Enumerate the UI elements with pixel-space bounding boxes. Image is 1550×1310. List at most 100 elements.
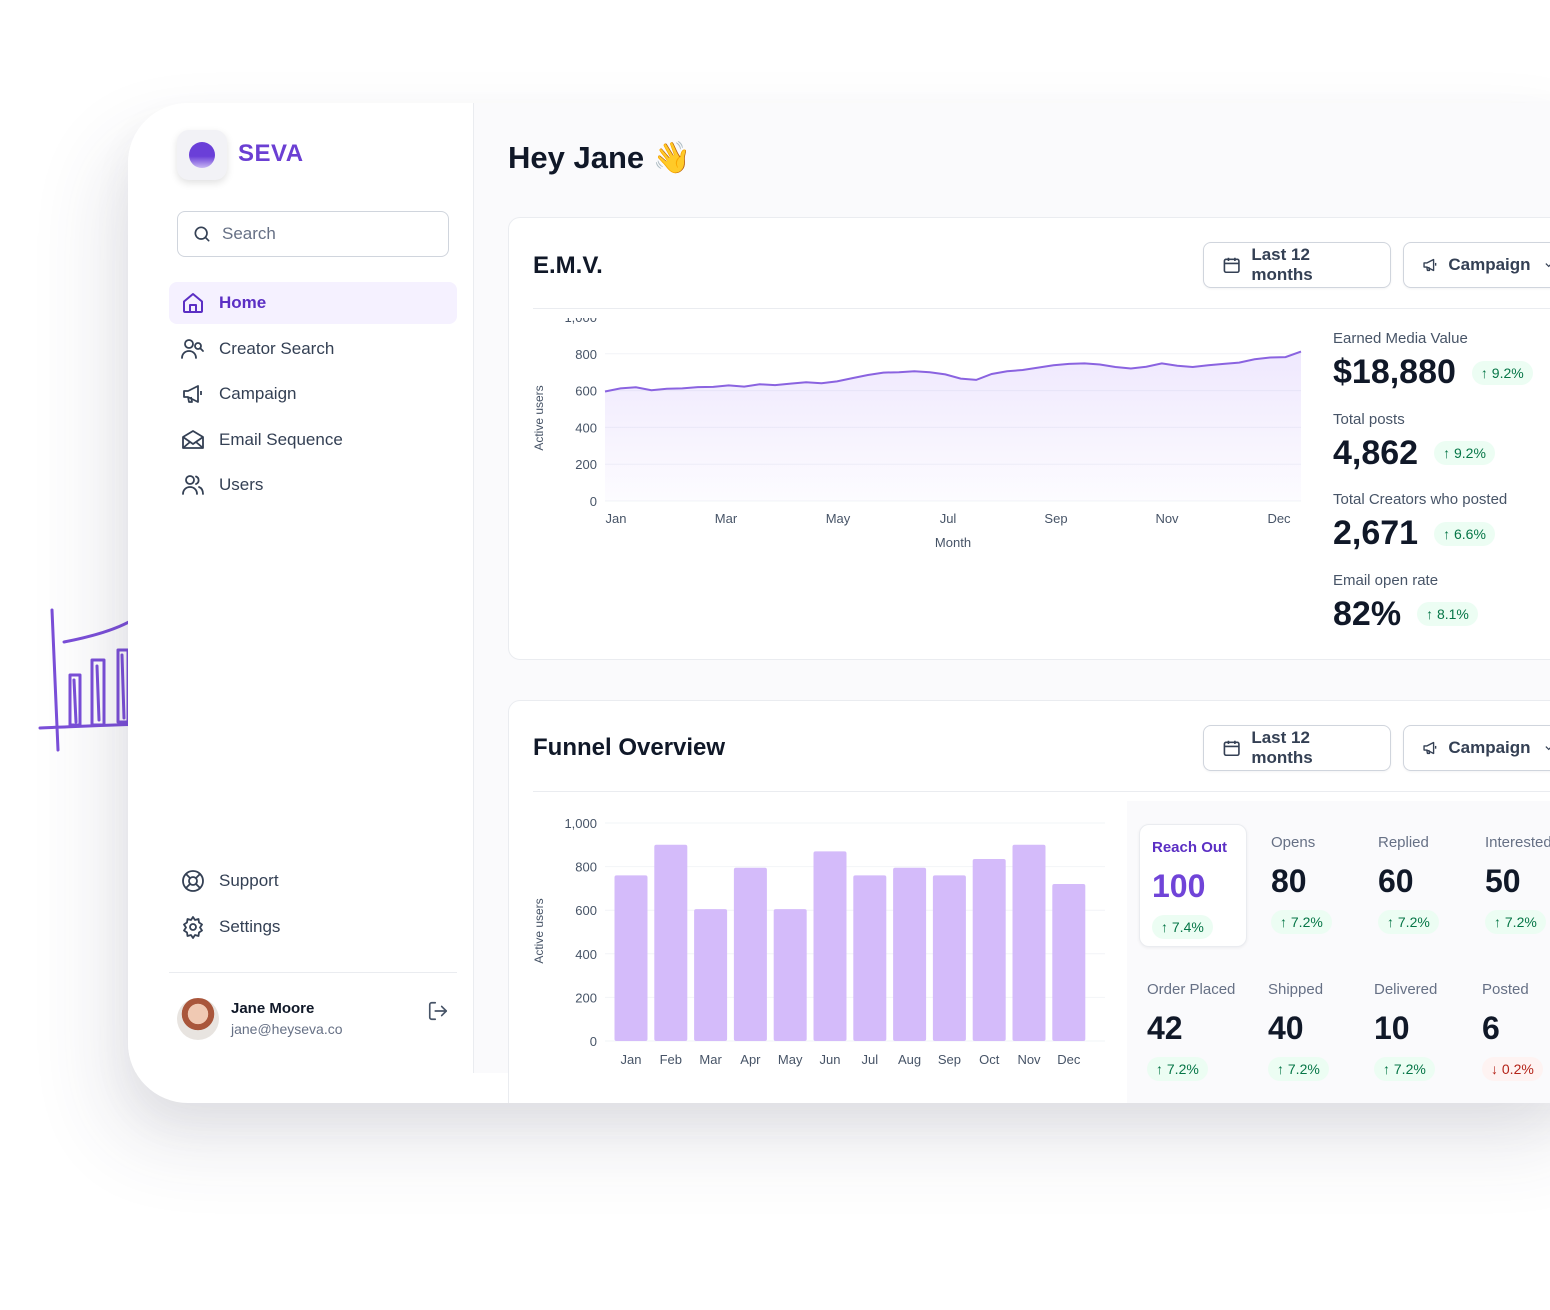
- sidebar-divider: [169, 972, 457, 973]
- area-fill: [605, 351, 1301, 501]
- user-name: Jane Moore: [231, 1000, 315, 1017]
- funnel-campaign-filter-label: Campaign: [1448, 738, 1531, 757]
- funnel-stage-value: 40: [1268, 1010, 1304, 1046]
- sidebar-item-campaign[interactable]: Campaign: [169, 373, 457, 415]
- stat-earned-media-value: Earned Media Value $18,880 ↑ 9.2%: [1333, 330, 1550, 411]
- funnel-stage-label: Replied: [1378, 834, 1429, 851]
- change-badge: ↓ 0.2%: [1482, 1057, 1543, 1081]
- search-input[interactable]: Search: [177, 211, 449, 257]
- logo-mark: [177, 130, 227, 180]
- stat-value: 82%: [1333, 594, 1402, 633]
- y-tick-label: 0: [590, 494, 597, 509]
- bar: [614, 875, 648, 1041]
- bar: [893, 867, 927, 1041]
- stat-total-posts: Total posts 4,862 ↑ 9.2%: [1333, 411, 1550, 492]
- avatar[interactable]: [177, 998, 219, 1040]
- sidebar-item-support[interactable]: Support: [169, 860, 457, 902]
- emv-date-filter-label: Last 12 months: [1251, 245, 1313, 284]
- funnel-stage-value: 10: [1374, 1010, 1410, 1046]
- change-badge: ↑ 6.6%: [1434, 521, 1495, 546]
- funnel-stage-posted[interactable]: Posted 6 ↓ 0.2%: [1482, 981, 1543, 1081]
- x-tick-label: Mar: [715, 511, 738, 526]
- calendar-icon: [1223, 740, 1240, 757]
- stat-value: 2,671: [1333, 514, 1419, 552]
- x-tick-label: Jan: [621, 1052, 642, 1067]
- x-tick-label: Jul: [940, 511, 957, 526]
- megaphone-icon: [1423, 258, 1437, 272]
- funnel-card: Funnel Overview Last 12 months Campaign …: [508, 700, 1550, 1103]
- emv-campaign-filter-button[interactable]: Campaign: [1403, 242, 1550, 288]
- funnel-stage-value: 6: [1482, 1010, 1500, 1046]
- stat-email-open-rate: Email open rate 82% ↑ 8.1%: [1333, 572, 1550, 653]
- change-badge: ↑ 9.2%: [1471, 360, 1533, 385]
- x-tick-label: Apr: [740, 1052, 761, 1067]
- sidebar-item-email-sequence[interactable]: Email Sequence: [169, 419, 457, 461]
- funnel-campaign-filter-button[interactable]: Campaign: [1403, 725, 1550, 771]
- stat-label: Email open rate: [1333, 571, 1439, 589]
- stat-value: $18,880: [1333, 353, 1456, 391]
- x-axis-label: Month: [935, 535, 971, 550]
- funnel-stage-label: Interested: [1485, 834, 1550, 851]
- y-tick-label: 400: [575, 947, 597, 962]
- funnel-stages: Reach Out 100 ↑ 7.4% Opens 80 ↑ 7.2% Rep…: [1127, 801, 1550, 1103]
- lifebuoy-icon: [182, 870, 204, 892]
- stat-total-creators: Total Creators who posted 2,671 ↑ 6.6%: [1333, 491, 1550, 572]
- sidebar-item-label: Creator Search: [219, 338, 335, 358]
- card-divider: [533, 791, 1550, 792]
- y-tick-label: 800: [575, 860, 597, 875]
- y-tick-label: 200: [575, 990, 597, 1005]
- funnel-stage-delivered[interactable]: Delivered 10 ↑ 7.2%: [1374, 981, 1437, 1081]
- sidebar-item-users[interactable]: Users: [169, 464, 457, 506]
- creator-search-icon: [181, 338, 204, 359]
- card-divider: [533, 308, 1550, 309]
- x-tick-label: Feb: [660, 1052, 682, 1067]
- y-axis-label: Active users: [532, 385, 546, 450]
- x-tick-label: Oct: [979, 1052, 1000, 1067]
- brand-name: SEVA: [238, 140, 304, 167]
- search-icon: [194, 226, 210, 242]
- funnel-stage-shipped[interactable]: Shipped 40 ↑ 7.2%: [1268, 981, 1329, 1081]
- change-badge: ↑ 7.2%: [1378, 910, 1439, 934]
- y-tick-label: 800: [575, 347, 597, 362]
- user-profile: Jane Moore jane@heyseva.co: [177, 996, 449, 1042]
- change-badge: ↑ 7.2%: [1485, 910, 1546, 934]
- users-icon: [182, 475, 204, 495]
- sidebar-nav: Home Creator Search Campaign Email Seque…: [169, 282, 457, 510]
- sidebar-item-label: Home: [219, 293, 267, 312]
- y-tick-label: 0: [590, 1034, 597, 1049]
- x-tick-label: Nov: [1155, 511, 1179, 526]
- funnel-stage-replied[interactable]: Replied 60 ↑ 7.2%: [1378, 834, 1439, 934]
- search-placeholder: Search: [222, 224, 276, 243]
- sidebar-item-creator-search[interactable]: Creator Search: [169, 328, 457, 370]
- funnel-stage-label: Order Placed: [1147, 981, 1236, 998]
- change-badge: ↑ 7.4%: [1152, 915, 1213, 939]
- funnel-stage-opens[interactable]: Opens 80 ↑ 7.2%: [1271, 834, 1332, 934]
- mail-icon: [182, 429, 204, 449]
- change-badge: ↑ 7.2%: [1147, 1057, 1208, 1081]
- logout-icon[interactable]: [427, 1000, 449, 1022]
- bar: [1052, 884, 1086, 1041]
- x-tick-label: Jun: [820, 1052, 841, 1067]
- sidebar-item-home[interactable]: Home: [169, 282, 457, 324]
- y-axis-label: Active users: [532, 898, 546, 963]
- emv-line-chart: 0 200 400 600 800 1,000 Jan Mar May Jul Sep Nov Dec M…: [532, 318, 1302, 550]
- user-email: jane@heyseva.co: [231, 1021, 343, 1037]
- change-badge: ↑ 8.1%: [1417, 602, 1478, 626]
- bar: [932, 875, 966, 1041]
- x-tick-label: May: [778, 1052, 803, 1067]
- bar: [654, 844, 688, 1041]
- bar: [853, 875, 887, 1041]
- megaphone-icon: [183, 385, 202, 403]
- sidebar-item-settings[interactable]: Settings: [169, 906, 457, 948]
- series-line: [604, 350, 1302, 393]
- x-tick-label: Sep: [938, 1052, 961, 1067]
- funnel-stage-order-placed[interactable]: Order Placed 42 ↑ 7.2%: [1147, 981, 1235, 1081]
- sidebar-item-label: Email Sequence: [219, 429, 343, 449]
- funnel-stage-interested[interactable]: Interested 50 ↑ 7.2%: [1485, 834, 1550, 934]
- x-tick-label: Jan: [606, 511, 627, 526]
- emv-date-filter-button[interactable]: Last 12 months: [1203, 242, 1391, 288]
- funnel-date-filter-button[interactable]: Last 12 months: [1203, 725, 1391, 771]
- funnel-stage-label: Posted: [1482, 981, 1529, 998]
- funnel-stage-reach-out[interactable]: Reach Out 100 ↑ 7.4%: [1139, 824, 1247, 947]
- bar: [773, 909, 807, 1041]
